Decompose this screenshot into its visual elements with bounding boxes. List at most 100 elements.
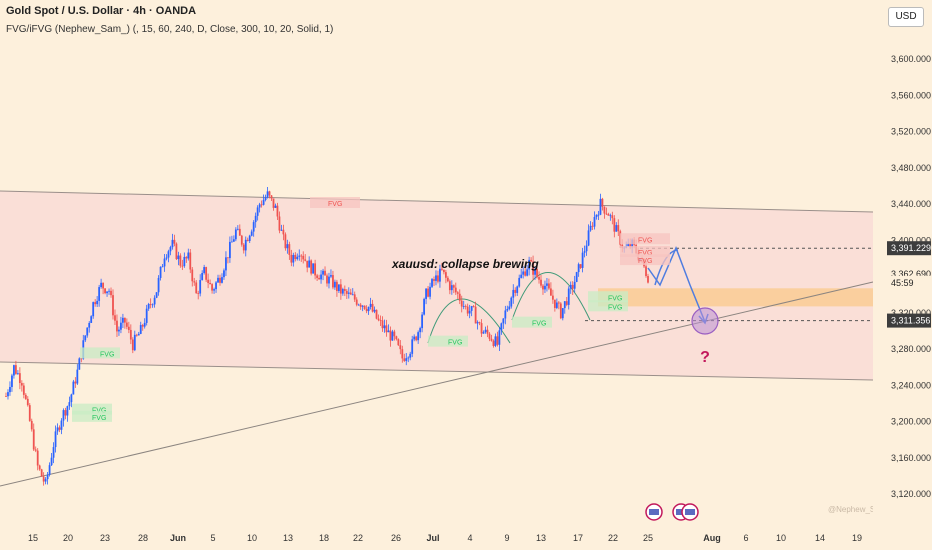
x-tick-label: 20 (63, 533, 73, 543)
candle-body (143, 322, 146, 327)
fvg-label: FVG (92, 415, 106, 422)
x-tick-label: 13 (283, 533, 293, 543)
candle-body (389, 330, 392, 341)
candle-body (415, 336, 418, 341)
candle-body (454, 287, 457, 293)
y-tick-label: 3,320.000 (891, 308, 931, 318)
candle-body (70, 394, 73, 403)
fvg-label: FVG (608, 295, 622, 302)
candle-body (466, 306, 469, 314)
candle-body (72, 381, 75, 395)
fvg-box (310, 197, 360, 208)
fvg-box (620, 254, 670, 266)
candle-body (135, 334, 138, 336)
candle-body (123, 317, 126, 323)
fvg-label: FVG (532, 321, 546, 328)
candle-body (611, 215, 614, 219)
candle-body (242, 244, 245, 251)
candle-body (486, 329, 489, 334)
y-tick-label: 3,280.000 (891, 344, 931, 354)
candle-body (542, 285, 544, 290)
x-tick-label: 23 (100, 533, 110, 543)
candle-body (161, 266, 164, 268)
candle-body (324, 270, 326, 276)
candle-body (506, 308, 509, 311)
currency-button[interactable]: USD (888, 7, 924, 27)
candle-body (151, 304, 154, 306)
candle-body (26, 398, 29, 406)
candle-body (341, 289, 344, 294)
candle-body (401, 349, 404, 359)
candle-body (328, 276, 330, 284)
candle-body (579, 264, 582, 268)
candle-body (189, 252, 192, 270)
candle-body (84, 335, 87, 341)
candle-body (330, 275, 332, 277)
candle-body (349, 292, 352, 295)
channel-upper-line (0, 190, 874, 213)
candle-body (244, 239, 247, 251)
candle-body (98, 287, 101, 301)
candle-body (187, 252, 190, 259)
candle-body (288, 244, 291, 255)
candle-body (92, 302, 95, 317)
candle-body (494, 336, 497, 346)
candle-body (345, 290, 348, 294)
fvg-box (588, 291, 628, 303)
candle-body (551, 295, 554, 300)
candle-body (52, 447, 55, 458)
candle-body (516, 286, 519, 293)
fvg-box (588, 300, 628, 312)
candle-body (587, 230, 590, 246)
candle-body (118, 329, 120, 332)
candle-body (90, 316, 93, 323)
candle-body (11, 375, 13, 387)
candle-body (157, 277, 160, 293)
symbol-title: Gold Spot / U.S. Dollar · 4h · OANDA (6, 5, 197, 17)
candle-body (44, 479, 47, 482)
candle-body (318, 277, 320, 280)
candle-body (534, 268, 536, 275)
candle-body (185, 256, 188, 259)
candle-body (464, 306, 467, 307)
candle-body (125, 322, 128, 327)
fvg-box (620, 233, 670, 245)
candle-body (391, 331, 394, 341)
candle-body (569, 284, 572, 289)
candle-body (528, 259, 531, 270)
candle-body (205, 267, 208, 280)
candle-body (149, 304, 152, 305)
candle-body (171, 239, 174, 248)
candle-body (518, 277, 521, 287)
candle-body (169, 247, 172, 252)
candle-body (34, 449, 37, 451)
candle-body (86, 327, 89, 336)
y-tick-label: 3,560.000 (891, 90, 931, 100)
candle-body (227, 257, 229, 259)
candle-body (68, 402, 71, 407)
candle-body (423, 298, 425, 315)
candle-body (219, 277, 221, 283)
x-tick-label: 6 (743, 533, 748, 543)
candle-body (645, 266, 647, 277)
candle-body (80, 358, 83, 360)
candle-body (462, 306, 465, 307)
candle-body (563, 301, 566, 309)
indicator-legend[interactable]: FVG/iFVG (Nephew_Sam_) (, 15, 60, 240, D… (6, 24, 334, 35)
candle-body (629, 243, 632, 248)
candle-body (116, 320, 118, 332)
candle-body (258, 204, 261, 208)
candle-body (571, 284, 574, 289)
candle-body (413, 336, 416, 340)
fvg-box (512, 316, 552, 328)
candle-body (304, 259, 307, 261)
candle-body (504, 310, 507, 319)
candle-body (369, 303, 372, 307)
candle-body (557, 302, 560, 304)
candle-body (236, 228, 239, 230)
candle-body (385, 325, 388, 333)
candle-body (173, 239, 176, 244)
candle-body (514, 289, 517, 293)
